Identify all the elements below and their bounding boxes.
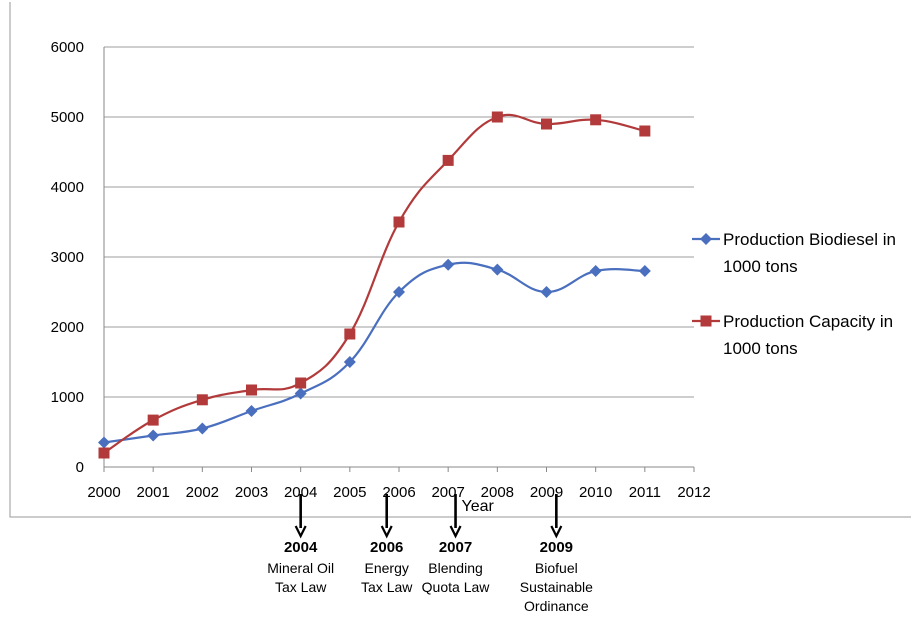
- data-point: [344, 328, 356, 340]
- x-tick-label: 2000: [87, 484, 120, 501]
- arrow-head: [380, 525, 393, 539]
- y-tick-label: 2000: [51, 319, 84, 336]
- data-point: [638, 265, 651, 277]
- x-tick-label: 2002: [186, 484, 219, 501]
- y-tick-label: 0: [76, 459, 84, 476]
- data-point: [196, 422, 209, 435]
- annotation-text: Blending: [428, 560, 483, 576]
- y-tick-label: 1000: [51, 389, 84, 406]
- series-production-capacity: [98, 111, 651, 459]
- x-axis-ticks: 2000 2001 2002 2003 2004 2005 2006 2007 2008 2009…: [87, 467, 711, 501]
- data-point: [540, 286, 553, 298]
- annotation-year: 2007: [439, 539, 472, 556]
- annotation-2004: 2004 Mineral Oil Tax Law: [267, 494, 334, 595]
- x-tick-label: 2001: [136, 484, 169, 501]
- annotation-text: Sustainable: [520, 579, 593, 595]
- annotation-2009: 2009 Biofuel Sustainable Ordinance: [520, 494, 593, 614]
- annotation-text: Tax Law: [275, 579, 327, 595]
- data-point: [196, 394, 208, 406]
- data-point: [245, 405, 258, 417]
- y-axis-ticks: 0 1000 2000 3000 4000 5000 6000: [51, 39, 84, 476]
- annotation-year: 2006: [370, 539, 403, 556]
- x-tick-label: 2012: [677, 484, 710, 501]
- data-point: [343, 356, 356, 368]
- annotation-text: Tax Law: [361, 579, 413, 595]
- y-tick-label: 5000: [51, 109, 84, 126]
- x-tick-label: 2006: [382, 484, 415, 501]
- arrow-head: [449, 525, 462, 539]
- data-point: [541, 118, 552, 130]
- data-point: [590, 114, 602, 126]
- data-point: [393, 286, 405, 298]
- x-tick-label: 2004: [284, 484, 317, 501]
- annotation-2007: 2007 Blending Quota Law: [422, 494, 491, 595]
- annotation-text: Ordinance: [524, 598, 589, 614]
- x-tick-label: 2007: [431, 484, 464, 501]
- series-line: [103, 261, 645, 444]
- legend-label: Production Capacity in: [723, 312, 893, 331]
- legend-label: 1000 tons: [723, 339, 798, 358]
- y-tick-label: 3000: [51, 249, 84, 266]
- series-production-biodiesel: [98, 258, 651, 449]
- annotation-text: Biofuel: [535, 560, 578, 576]
- arrow-head: [550, 525, 563, 539]
- data-point: [589, 265, 602, 277]
- legend-marker: [700, 233, 712, 245]
- x-tick-label: 2008: [481, 484, 514, 501]
- annotation-text: Mineral Oil: [267, 560, 334, 576]
- annotation-text: Quota Law: [422, 579, 491, 595]
- annotation-year: 2009: [540, 539, 573, 556]
- y-tick-label: 6000: [51, 39, 84, 56]
- series-line: [103, 113, 646, 454]
- legend-label: 1000 tons: [723, 257, 798, 276]
- data-point: [246, 384, 257, 396]
- x-tick-label: 2011: [629, 484, 661, 501]
- legend-item: Production Capacity in 1000 tons: [692, 312, 893, 358]
- x-tick-label: 2009: [530, 484, 563, 501]
- data-point: [295, 377, 307, 389]
- data-point: [98, 447, 110, 459]
- x-tick-label: 2005: [333, 484, 366, 501]
- data-point: [491, 263, 504, 276]
- series-layer: [98, 111, 651, 459]
- y-tick-label: 4000: [51, 179, 84, 196]
- x-axis-label: Year: [462, 498, 495, 515]
- data-point: [294, 387, 307, 400]
- data-point: [442, 154, 454, 166]
- data-point: [442, 258, 455, 271]
- plot-frame: [9, 2, 911, 518]
- data-point: [147, 414, 159, 426]
- legend-label: Production Biodiesel in: [723, 230, 896, 249]
- legend-item: Production Biodiesel in 1000 tons: [692, 230, 896, 276]
- annotation-year: 2004: [284, 539, 318, 556]
- data-point: [393, 216, 405, 228]
- data-point: [147, 429, 160, 442]
- arrow-head: [294, 525, 307, 539]
- chart-border: [9, 2, 911, 518]
- legend-marker: [700, 315, 712, 327]
- annotation-2006: 2006 Energy Tax Law: [361, 494, 413, 595]
- data-point: [491, 111, 503, 123]
- data-point: [639, 125, 651, 137]
- data-point: [98, 436, 110, 449]
- annotation-text: Energy: [365, 560, 409, 576]
- x-tick-label: 2003: [235, 484, 268, 501]
- x-tick-label: 2010: [579, 484, 612, 501]
